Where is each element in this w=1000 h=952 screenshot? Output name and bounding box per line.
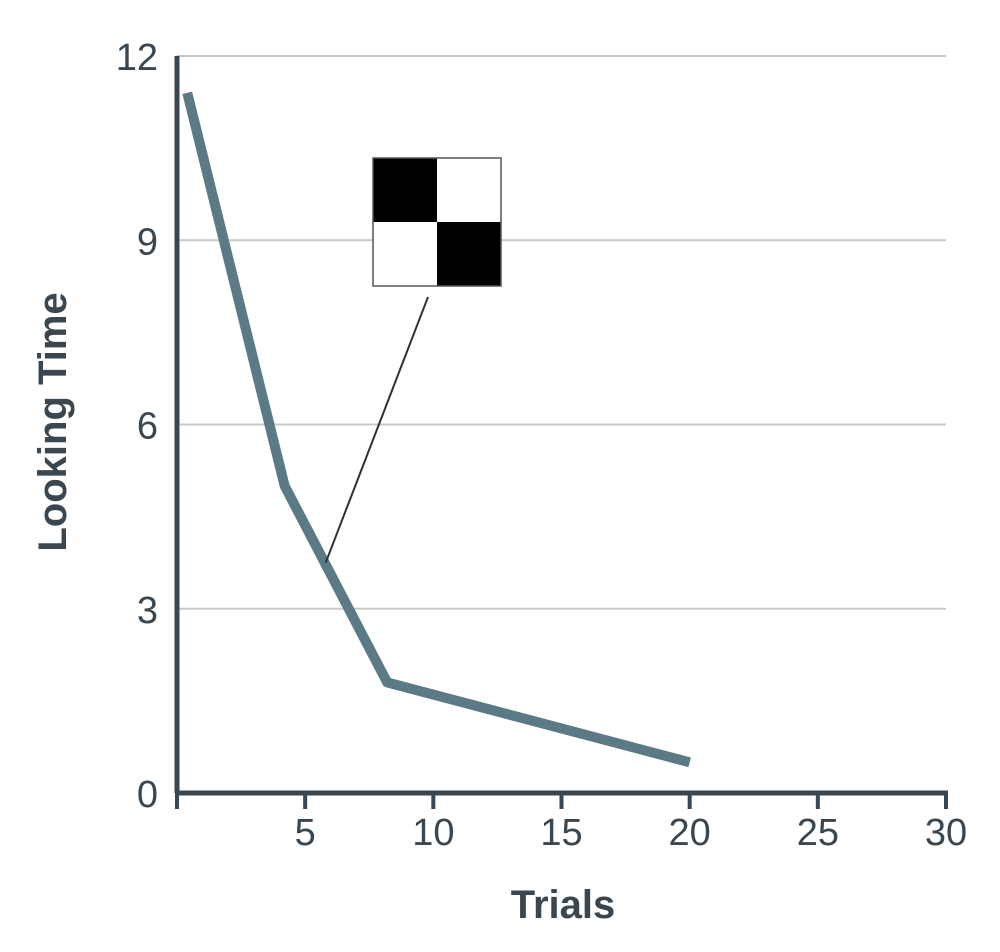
annotation-leader-line xyxy=(324,296,429,564)
checker-cell-top-right xyxy=(437,158,501,222)
checker-cell-bottom-right xyxy=(437,222,501,286)
x-tick-label: 25 xyxy=(797,812,839,854)
y-tick-label: 6 xyxy=(137,406,158,448)
x-tick-label: 15 xyxy=(540,812,582,854)
series-line xyxy=(182,91,691,768)
checker-cell-bottom-left xyxy=(373,222,437,286)
y-tick-label: 3 xyxy=(137,590,158,632)
x-axis-title: Trials xyxy=(511,883,616,927)
checker-cell-top-left xyxy=(373,158,437,222)
grid-lines xyxy=(177,55,946,610)
y-tick-label: 12 xyxy=(116,37,158,79)
x-ticks: 5 10 15 20 25 30 xyxy=(175,793,967,854)
x-tick-label: 10 xyxy=(412,812,454,854)
y-axis-title: Looking Time xyxy=(31,292,75,551)
x-tick-label: 30 xyxy=(925,812,967,854)
checkerboard-2x2-icon xyxy=(372,157,502,287)
series-layer xyxy=(182,91,691,768)
x-tick-label: 5 xyxy=(295,812,316,854)
y-ticks: 0 3 6 9 12 xyxy=(116,37,158,816)
y-tick-label: 9 xyxy=(137,221,158,263)
x-tick-label: 20 xyxy=(669,812,711,854)
checker-border xyxy=(372,157,502,287)
y-tick-label: 0 xyxy=(137,774,158,816)
